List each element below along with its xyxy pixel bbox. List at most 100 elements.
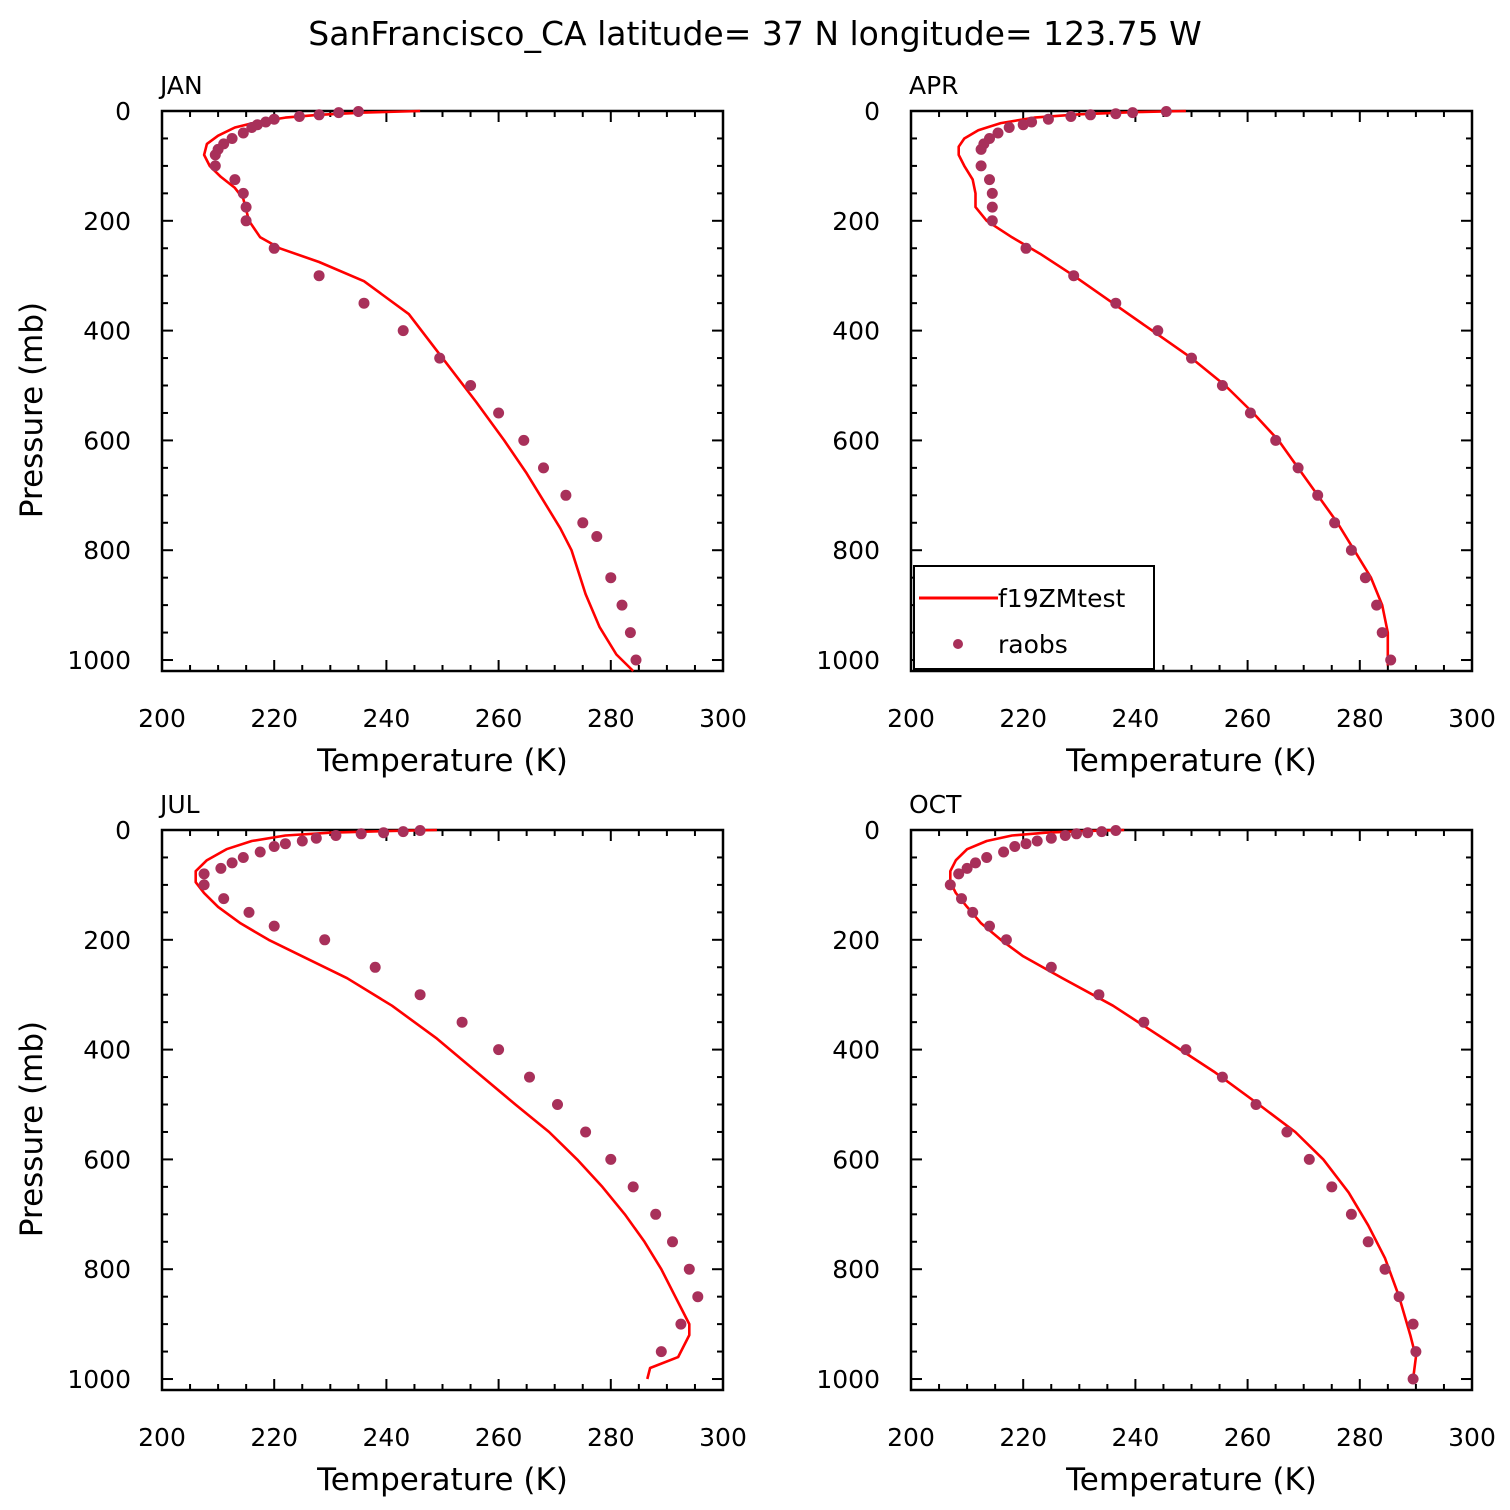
obs-point xyxy=(243,906,255,918)
y-tick-label: 0 xyxy=(115,97,131,126)
y-tick-label: 1000 xyxy=(67,1365,131,1394)
model-line-oct xyxy=(948,828,1418,1380)
x-tick-label: 240 xyxy=(363,1423,411,1452)
obs-point xyxy=(953,868,965,880)
y-axis-label-jul: Pressure (mb) xyxy=(14,1021,50,1237)
x-tick-label: 260 xyxy=(1224,704,1272,733)
obs-point xyxy=(1250,1099,1262,1110)
obs-point xyxy=(493,407,505,419)
obs-point xyxy=(1026,116,1038,128)
obs-point xyxy=(981,852,993,863)
obs-point xyxy=(319,934,331,946)
obs-point xyxy=(1326,1181,1338,1193)
obs-point xyxy=(998,846,1010,858)
obs-point xyxy=(1345,544,1357,556)
obs-point xyxy=(1003,122,1015,133)
x-tick-label: 280 xyxy=(587,704,635,733)
x-tick-label: 300 xyxy=(699,1423,747,1452)
obs-point xyxy=(692,1291,704,1303)
obs-point xyxy=(1138,1016,1150,1028)
y-tick-label: 600 xyxy=(83,426,131,455)
x-tick-label: 260 xyxy=(1224,1423,1272,1452)
obs-point xyxy=(397,325,409,337)
y-tick-label: 400 xyxy=(83,317,131,346)
obs-point xyxy=(1110,297,1122,309)
panel-apr: 200 220 240 260 280 300 0 200 400 600 800 1000 APR Te… xyxy=(816,71,1495,779)
panels: 200 220 240 260 280 300 0 200 400 600 800 1000 JAN Te… xyxy=(14,71,1496,1498)
obs-point xyxy=(1020,242,1032,254)
obs-point xyxy=(967,906,979,918)
obs-point xyxy=(538,462,549,474)
obs-point xyxy=(1407,1373,1419,1385)
x-tick-label: 200 xyxy=(138,1423,186,1452)
obs-point xyxy=(1127,107,1139,119)
obs-point xyxy=(268,242,280,254)
x-tick-label: 200 xyxy=(887,1423,935,1452)
figure-title: SanFrancisco_CA latitude= 37 N longitude… xyxy=(308,14,1201,53)
obs-point xyxy=(975,143,987,155)
obs-point xyxy=(434,352,446,364)
x-tick-label: 220 xyxy=(999,1423,1047,1452)
y-tick-label: 200 xyxy=(832,207,880,236)
obs-point xyxy=(209,160,221,172)
obs-point xyxy=(1020,838,1032,850)
obs-point xyxy=(970,857,981,869)
obs-point xyxy=(397,826,409,838)
obs-point xyxy=(605,572,617,584)
obs-point xyxy=(198,879,210,891)
y-tick-label: 1000 xyxy=(816,1365,880,1394)
obs-point xyxy=(313,270,325,282)
obs-point xyxy=(456,1016,468,1028)
obs-point xyxy=(605,1153,617,1165)
obs-point xyxy=(1362,1236,1374,1248)
obs-markers-oct xyxy=(944,825,1422,1385)
panel-label-oct: OCT xyxy=(909,790,962,819)
obs-point xyxy=(330,830,342,841)
x-tick-label: 240 xyxy=(1112,1423,1160,1452)
obs-point xyxy=(268,920,280,932)
obs-point xyxy=(1345,1208,1357,1220)
obs-point xyxy=(209,149,221,161)
obs-point xyxy=(984,174,995,186)
obs-point xyxy=(218,893,230,905)
y-tick-label: 400 xyxy=(832,1036,880,1065)
obs-point xyxy=(1045,961,1057,973)
x-tick-label: 200 xyxy=(887,704,935,733)
obs-point xyxy=(524,1071,535,1083)
legend-label-model: f19ZMtest xyxy=(998,584,1126,613)
x-tick-label: 280 xyxy=(1336,704,1384,733)
x-tick-label: 280 xyxy=(587,1423,635,1452)
obs-point xyxy=(1085,109,1096,121)
obs-point xyxy=(944,879,956,891)
y-tick-label: 600 xyxy=(832,426,880,455)
obs-point xyxy=(1180,1044,1192,1056)
x-tick-label: 300 xyxy=(1448,704,1496,733)
obs-point xyxy=(560,489,572,501)
x-axis-label-oct: Temperature (K) xyxy=(1065,1462,1317,1498)
obs-point xyxy=(279,838,291,850)
x-tick-label: 220 xyxy=(250,704,298,733)
y-tick-label: 800 xyxy=(832,1255,880,1284)
obs-point xyxy=(358,297,370,309)
obs-point xyxy=(310,832,322,844)
obs-point xyxy=(956,893,967,905)
y-tick-label: 200 xyxy=(83,926,131,955)
obs-point xyxy=(378,827,390,839)
obs-point xyxy=(518,434,530,446)
obs-point xyxy=(591,531,603,542)
x-tick-label: 240 xyxy=(1112,704,1160,733)
y-tick-label: 200 xyxy=(83,207,131,236)
y-tick-label: 600 xyxy=(832,1145,880,1174)
obs-point xyxy=(313,109,325,121)
obs-point xyxy=(237,852,249,863)
obs-point xyxy=(1216,380,1228,391)
obs-point xyxy=(627,1181,639,1193)
obs-point xyxy=(1110,108,1122,120)
panel-jul: 200 220 240 260 280 300 0 200 400 600 800 1000 JUL Te… xyxy=(14,790,747,1498)
obs-point xyxy=(986,215,998,227)
obs-point xyxy=(984,920,995,932)
panel-label-apr: APR xyxy=(909,71,959,100)
obs-point xyxy=(355,828,367,840)
model-line-jan xyxy=(202,109,635,672)
